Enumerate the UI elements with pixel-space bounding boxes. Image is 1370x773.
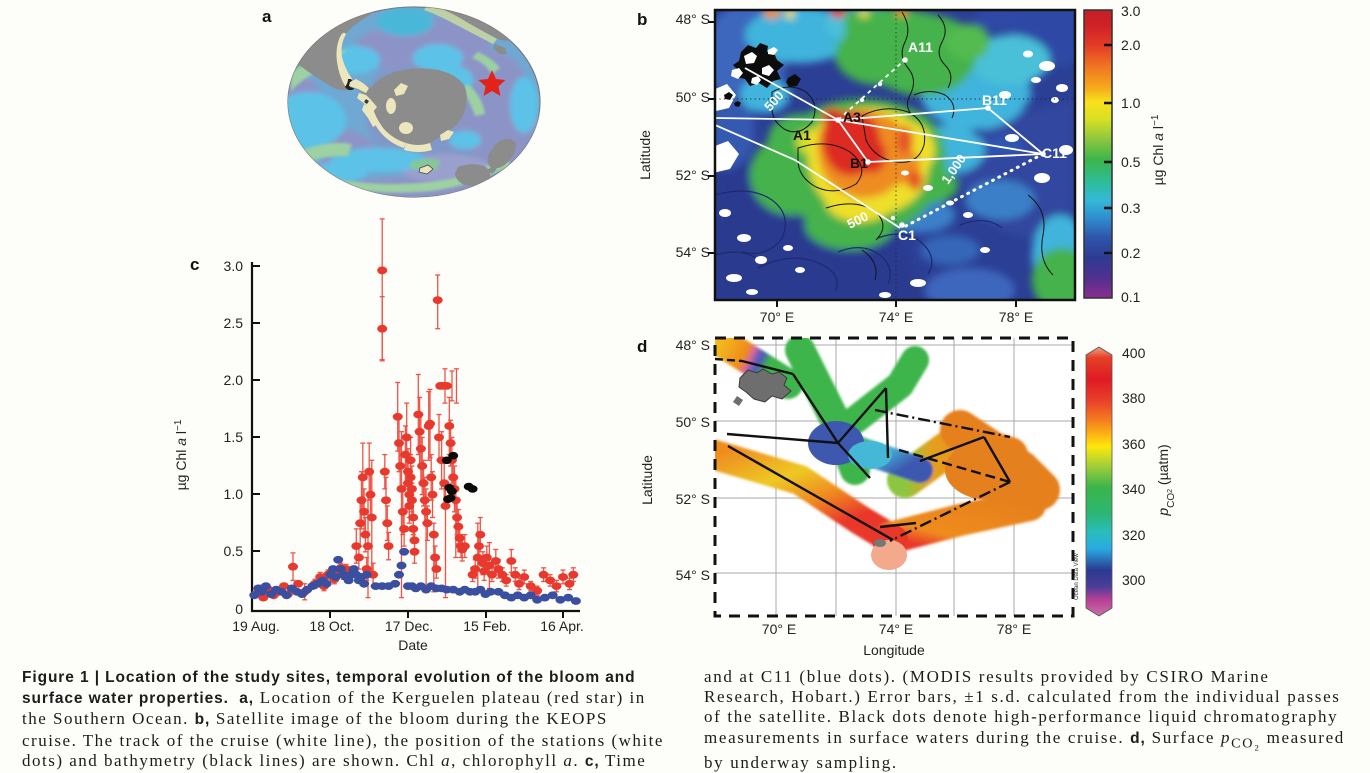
svg-text:50° S: 50° S — [676, 89, 710, 105]
svg-text:0.3: 0.3 — [1121, 200, 1141, 216]
svg-text:340: 340 — [1122, 481, 1146, 497]
svg-text:48° S: 48° S — [676, 337, 710, 353]
svg-text:Latitude: Latitude — [639, 455, 655, 505]
svg-text:52° S: 52° S — [676, 167, 710, 183]
svg-text:Longitude: Longitude — [863, 642, 925, 658]
svg-text:380: 380 — [1122, 390, 1146, 406]
svg-text:C1: C1 — [898, 227, 916, 243]
svg-text:50° S: 50° S — [676, 414, 710, 430]
svg-text:b: b — [637, 10, 647, 29]
svg-text:Latitude: Latitude — [637, 130, 653, 180]
svg-text:360: 360 — [1122, 436, 1146, 452]
svg-text:54° S: 54° S — [676, 244, 710, 260]
svg-text:70° E: 70° E — [762, 621, 796, 637]
svg-text:1.0: 1.0 — [224, 486, 244, 502]
svg-text:pCO2 (µatm): pCO2 (µatm) — [1155, 444, 1177, 516]
svg-text:18 Oct.: 18 Oct. — [309, 618, 354, 634]
svg-text:Date: Date — [398, 637, 428, 653]
svg-text:a: a — [262, 7, 272, 26]
svg-text:74° E: 74° E — [879, 309, 913, 325]
svg-text:2.0: 2.0 — [1121, 37, 1141, 53]
svg-text:3.0: 3.0 — [1121, 3, 1141, 19]
svg-text:48° S: 48° S — [676, 11, 710, 27]
svg-text:B11: B11 — [982, 92, 1007, 108]
svg-text:c: c — [190, 255, 199, 274]
svg-text:52° S: 52° S — [676, 491, 710, 507]
svg-text:78° E: 78° E — [999, 309, 1033, 325]
svg-text:16 Apr.: 16 Apr. — [540, 618, 584, 634]
svg-text:A3: A3 — [843, 109, 861, 125]
svg-text:0: 0 — [235, 601, 243, 617]
svg-text:74° E: 74° E — [879, 621, 913, 637]
svg-text:1.5: 1.5 — [224, 429, 244, 445]
svg-text:A11: A11 — [908, 39, 933, 55]
svg-text:0.1: 0.1 — [1121, 289, 1141, 305]
svg-text:78° E: 78° E — [997, 621, 1031, 637]
svg-text:0.2: 0.2 — [1121, 245, 1141, 261]
svg-text:2.0: 2.0 — [224, 372, 244, 388]
svg-text:400: 400 — [1122, 345, 1146, 361]
svg-text:µg Chl a l−1: µg Chl a l−1 — [173, 419, 190, 490]
svg-text:17 Dec.: 17 Dec. — [385, 618, 433, 634]
svg-text:300: 300 — [1122, 572, 1146, 588]
svg-text:0.5: 0.5 — [224, 543, 244, 559]
svg-text:2.5: 2.5 — [224, 315, 244, 331]
svg-text:3.0: 3.0 — [224, 258, 244, 274]
svg-text:320: 320 — [1122, 527, 1146, 543]
svg-text:70° E: 70° E — [760, 309, 794, 325]
svg-text:19 Aug.: 19 Aug. — [232, 618, 280, 634]
svg-text:B1: B1 — [850, 155, 868, 171]
svg-text:µg Chl a l−1: µg Chl a l−1 — [1150, 114, 1167, 185]
svg-text:Ocean Data View: Ocean Data View — [1074, 553, 1080, 600]
svg-text:C11: C11 — [1042, 145, 1067, 161]
svg-text:0.5: 0.5 — [1121, 154, 1141, 170]
svg-text:d: d — [637, 337, 647, 356]
svg-text:15 Feb.: 15 Feb. — [463, 618, 510, 634]
svg-text:54° S: 54° S — [676, 567, 710, 583]
svg-text:A1: A1 — [793, 127, 811, 143]
svg-text:1.0: 1.0 — [1121, 95, 1141, 111]
